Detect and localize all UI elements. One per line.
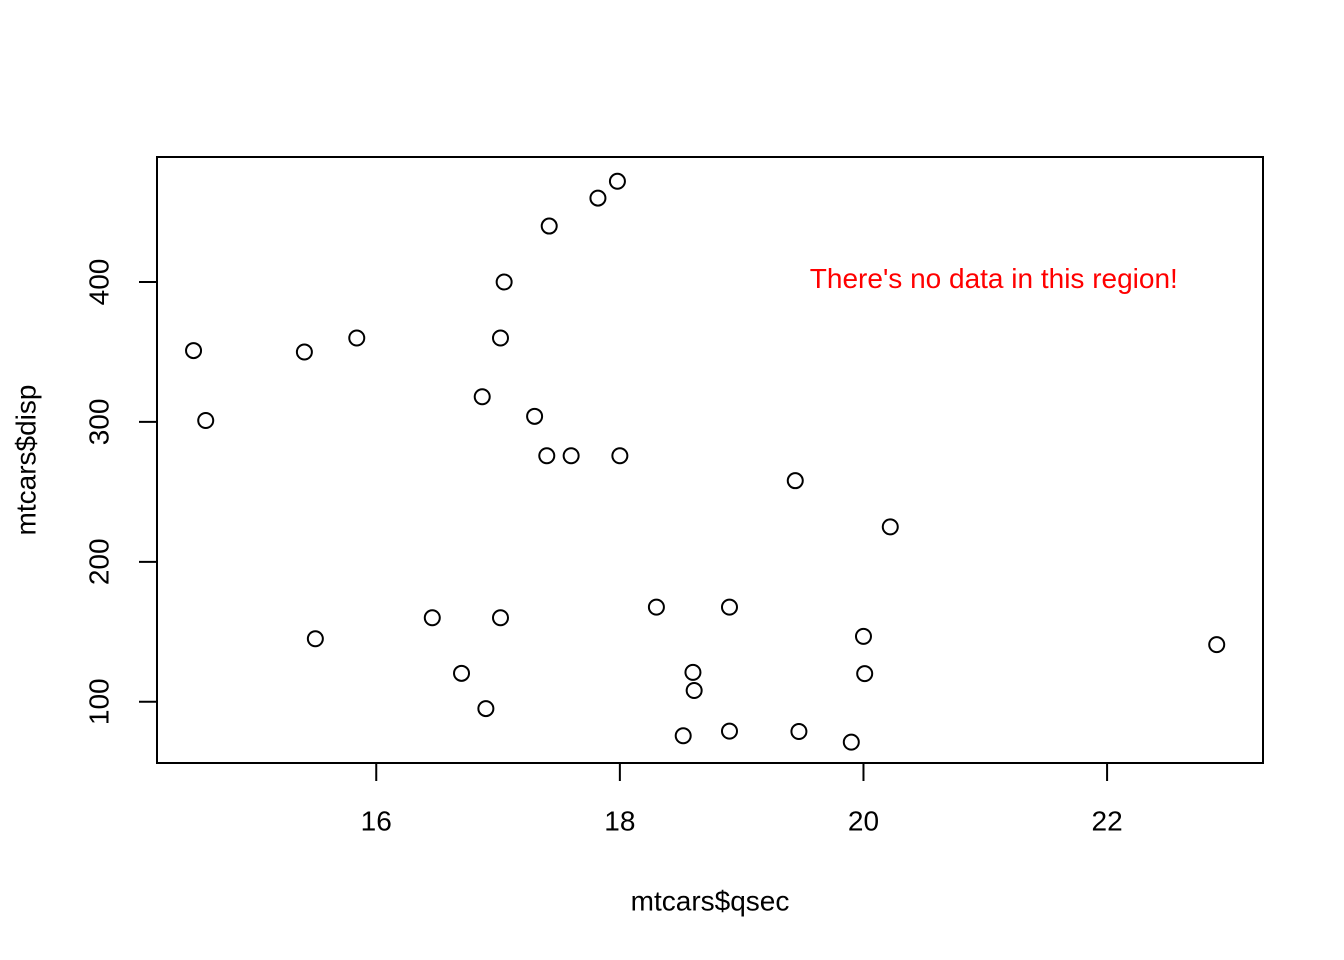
data-point bbox=[881, 518, 899, 536]
data-point bbox=[491, 329, 509, 347]
data-point bbox=[348, 329, 366, 347]
data-point bbox=[1208, 636, 1226, 654]
y-tick-label: 200 bbox=[83, 538, 114, 585]
data-point bbox=[647, 598, 665, 616]
y-tick-label: 100 bbox=[83, 678, 114, 725]
axes-layer: 16 18 20 22 100 200 300 400 bbox=[83, 156, 1264, 836]
data-point bbox=[540, 217, 558, 235]
data-point bbox=[491, 609, 509, 627]
data-point bbox=[477, 700, 495, 718]
y-axis-label: mtcars$disp bbox=[10, 385, 41, 536]
data-point bbox=[295, 343, 313, 361]
data-point bbox=[473, 388, 491, 406]
annotation-text: There's no data in this region! bbox=[810, 263, 1178, 294]
y-tick-label: 400 bbox=[83, 259, 114, 306]
data-point bbox=[611, 447, 629, 465]
data-point bbox=[306, 630, 324, 648]
x-tick-label: 20 bbox=[848, 805, 879, 836]
data-point bbox=[495, 273, 513, 291]
data-point bbox=[589, 189, 607, 207]
data-point bbox=[720, 722, 738, 740]
x-tick-label: 18 bbox=[604, 805, 635, 836]
y-tick-label: 300 bbox=[83, 399, 114, 446]
x-tick-label: 16 bbox=[361, 805, 392, 836]
data-point bbox=[720, 598, 738, 616]
data-point bbox=[684, 663, 702, 681]
data-point bbox=[856, 665, 874, 683]
data-point bbox=[790, 723, 808, 741]
data-point bbox=[685, 682, 703, 700]
data-point bbox=[608, 172, 626, 190]
data-point bbox=[538, 447, 556, 465]
data-point bbox=[786, 472, 804, 490]
plot-frame bbox=[156, 156, 1264, 764]
data-point bbox=[674, 727, 692, 745]
x-axis-label: mtcars$qsec bbox=[631, 885, 790, 916]
data-point bbox=[197, 412, 215, 430]
data-point bbox=[185, 342, 203, 360]
data-point bbox=[562, 447, 580, 465]
data-point bbox=[842, 733, 860, 751]
x-tick-label: 22 bbox=[1092, 805, 1123, 836]
points-layer bbox=[185, 172, 1226, 751]
data-point bbox=[423, 609, 441, 627]
data-point bbox=[526, 407, 544, 425]
data-point bbox=[453, 664, 471, 682]
data-point bbox=[854, 627, 872, 645]
